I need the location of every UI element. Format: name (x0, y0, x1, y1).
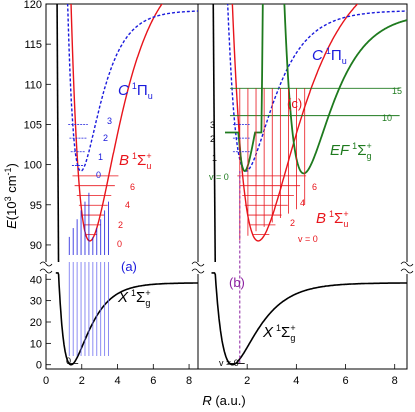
y-tick-label: 105 (24, 119, 42, 131)
axis-break-mark (400, 261, 414, 274)
panel-tag-c: (c) (287, 96, 302, 111)
y-tick-label: 115 (24, 39, 42, 51)
vib-label-B-v2-right: 2 (290, 218, 295, 228)
axis-break-mark (191, 261, 205, 274)
label-EF-state: EF 1Σg+ (330, 141, 372, 161)
vib-label-B-v6-left: 6 (130, 182, 135, 192)
x-tick-label: 4 (293, 375, 299, 387)
axis-break-gap (401, 262, 413, 274)
curve-X-wall (56, 4, 60, 263)
x-axis-title: R (a.u.) (202, 393, 245, 408)
label-B-state-right: B 1Σu+ (316, 209, 349, 229)
x-tick-label: 6 (342, 375, 348, 387)
curve-EF (225, 4, 407, 175)
label-X-state-right: X 1Σg+ (262, 323, 296, 343)
plot-frames (39, 3, 414, 370)
y-tick-label: 0 (36, 360, 42, 372)
vib-label-B-v0-left: 0 (117, 239, 122, 249)
y-tick-label: 10 (30, 338, 42, 350)
right-panel-frame (197, 3, 408, 370)
vib-label-B-v2-left: 2 (118, 220, 123, 230)
label-C-state-right: C 1Πu (312, 46, 347, 66)
x-tick-label: 8 (392, 375, 398, 387)
y-tick-label: 110 (24, 79, 42, 91)
y-tick-label: 120 (24, 0, 42, 11)
y-tick-label: 40 (30, 274, 42, 286)
axis-break-gap (40, 262, 52, 274)
vib-label-EF-v0: v = 0 (209, 172, 229, 182)
right-panel-curves (211, 4, 407, 366)
x-tick-label: 6 (150, 375, 156, 387)
y-axis-title: E(103 cm-1) (3, 163, 19, 229)
x-tick-label: 8 (186, 375, 192, 387)
vib-label-B-v6-right: 6 (312, 182, 317, 192)
vib-label-EF-v10: 10 (382, 113, 392, 123)
y-tick-label: 20 (30, 317, 42, 329)
label-B-state-left: B 1Σu+ (119, 151, 152, 171)
axis-break-gap (192, 262, 204, 274)
vib-label-B-v4-left: 4 (125, 200, 130, 210)
curve-X (55, 272, 198, 366)
vib-label-C-v2-left: 2 (103, 133, 108, 143)
x-tick-label: 0 (43, 375, 49, 387)
vib-label-C-v1-right: 1 (212, 153, 217, 163)
axis-break-mark (39, 261, 53, 274)
left-panel-curves (55, 4, 198, 366)
vib-label-C-v1-left: 1 (98, 152, 103, 162)
vib-label-X-v0-right: v = 0 (219, 358, 239, 368)
y-tick-label: 95 (30, 200, 42, 212)
y-tick-label: 90 (30, 240, 42, 252)
vib-label-EF-v15: 15 (392, 86, 402, 96)
curve-C (226, 4, 407, 172)
panel-tag-b: (b) (229, 275, 245, 290)
vib-label-B-v4-right: 4 (300, 198, 305, 208)
label-X-state-left: X 1Σg+ (117, 288, 151, 308)
curve-X (211, 272, 407, 366)
vib-label-C-v2-right: 2 (210, 134, 215, 144)
label-C-state-left: C 1Πu (118, 81, 153, 101)
vib-label-C-v0-left: 0 (96, 170, 101, 180)
curve-B (231, 4, 359, 242)
y-tick-label: 30 (30, 296, 42, 308)
curve-X-wall (212, 4, 217, 263)
vib-label-C-v3-left: 3 (107, 116, 112, 126)
vibrational-level-labels: 0 0 1 2 3 0 2 4 6 v = 0 v = 0 3 2 1 v = … (66, 86, 402, 368)
x-tick-label: 4 (114, 375, 120, 387)
y-tick-label: 100 (24, 160, 42, 172)
x-tick-label: 2 (244, 375, 250, 387)
vib-label-C-v3-right: 3 (210, 120, 215, 130)
panel-tag-a: (a) (121, 259, 137, 274)
curve-B (70, 4, 163, 242)
vib-label-B-v0-right: v = 0 (298, 234, 318, 244)
x-tick-label: 2 (79, 375, 85, 387)
vib-label-X-v0-left: 0 (66, 356, 71, 366)
